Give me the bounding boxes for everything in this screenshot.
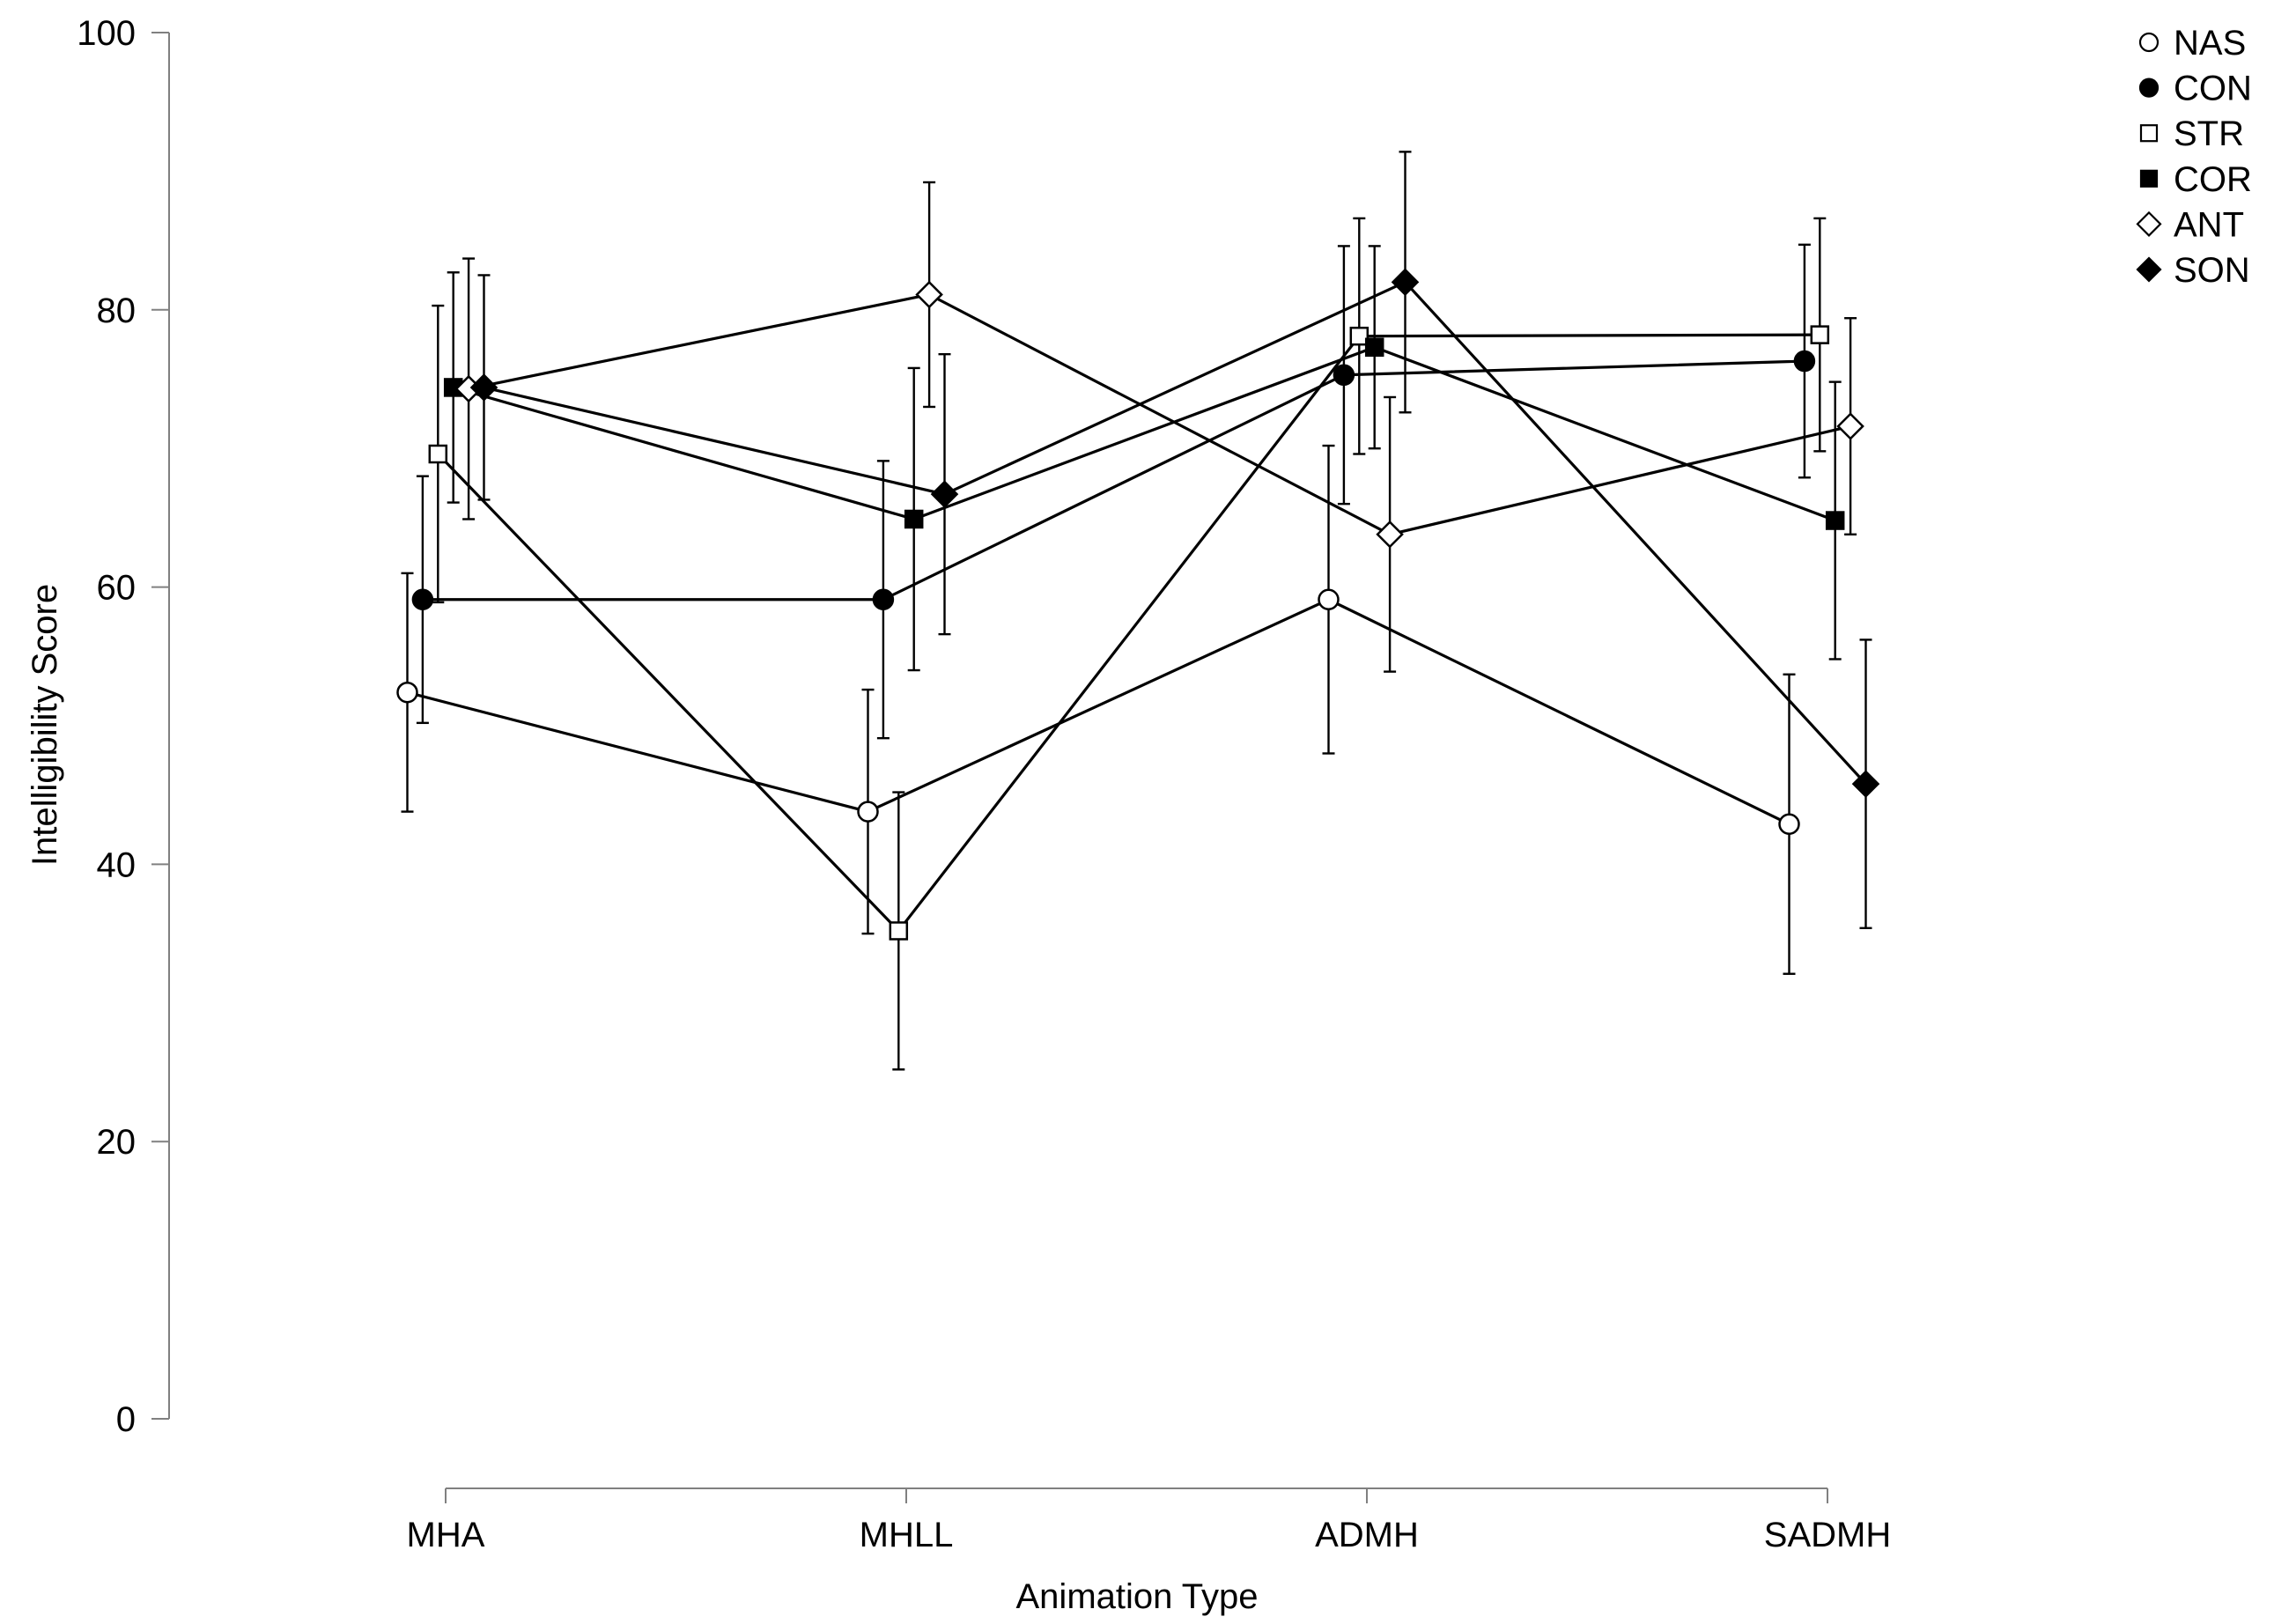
legend-item-str: STR	[2139, 114, 2244, 153]
x-tick-label-mha: MHA	[407, 1516, 485, 1554]
x-tick-label-mhll: MHLL	[860, 1516, 954, 1554]
legend: NAS CON STR COR ANT SON	[2136, 24, 2252, 290]
data-markers	[396, 268, 1880, 941]
data-point-con-mha	[411, 588, 434, 611]
series-line-ant	[468, 292, 1851, 536]
data-point-nas-mha	[396, 681, 418, 704]
legend-item-con: CON	[2138, 70, 2252, 108]
data-point-nas-sadmh	[1778, 813, 1800, 836]
data-point-str-admh	[1349, 326, 1370, 346]
data-point-nas-mhll	[857, 801, 879, 823]
legend-marker-str	[2139, 124, 2159, 143]
series-line-son	[484, 280, 1867, 786]
data-point-str-mha	[428, 444, 448, 464]
x-axis: MHA MHLL ADMH SADMH	[407, 1487, 1891, 1554]
data-point-son-sadmh	[1851, 770, 1880, 798]
legend-label: STR	[2174, 114, 2244, 153]
legend-item-cor: COR	[2139, 160, 2252, 199]
legend-marker-nas	[2138, 32, 2160, 53]
y-axis: 0 20 40 60 80 100	[77, 14, 170, 1439]
legend-item-ant: ANT	[2136, 205, 2244, 244]
x-tick-label-sadmh: SADMH	[1764, 1516, 1891, 1554]
data-point-ant-admh	[1376, 520, 1404, 549]
series-lines	[407, 280, 1867, 933]
data-point-son-admh	[1391, 268, 1420, 297]
data-point-cor-sadmh	[1825, 511, 1845, 530]
series-line-str	[437, 333, 1820, 933]
data-point-nas-admh	[1318, 588, 1340, 611]
legend-marker-con	[2138, 78, 2160, 98]
legend-label: ANT	[2174, 205, 2244, 244]
legend-marker-son	[2136, 256, 2162, 283]
legend-label: COR	[2174, 160, 2252, 199]
data-point-str-mhll	[889, 921, 909, 941]
data-point-con-admh	[1333, 364, 1355, 387]
y-axis-title: Intelligibility Score	[26, 584, 64, 866]
data-point-str-sadmh	[1810, 325, 1830, 344]
y-tick-label: 0	[116, 1400, 136, 1439]
y-tick-label: 60	[97, 569, 137, 608]
data-point-con-mhll	[872, 588, 895, 611]
data-point-con-sadmh	[1793, 350, 1816, 373]
x-axis-title: Animation Type	[1016, 1577, 1259, 1616]
x-tick-label-admh: ADMH	[1315, 1516, 1419, 1554]
legend-marker-ant	[2136, 210, 2162, 237]
legend-label: NAS	[2174, 24, 2246, 63]
data-point-cor-admh	[1364, 337, 1384, 358]
data-point-ant-mhll	[915, 280, 943, 309]
y-tick-label: 80	[97, 292, 137, 330]
legend-label: CON	[2174, 70, 2252, 108]
data-point-cor-mhll	[904, 509, 924, 529]
legend-item-son: SON	[2136, 251, 2250, 290]
data-point-son-mha	[469, 373, 498, 402]
y-tick-label: 100	[77, 14, 136, 53]
y-tick-label: 40	[97, 845, 137, 884]
y-tick-label: 20	[97, 1123, 137, 1162]
series-line-nas	[407, 598, 1790, 826]
legend-marker-cor	[2139, 169, 2159, 188]
legend-label: SON	[2174, 251, 2250, 290]
legend-item-nas: NAS	[2138, 24, 2246, 63]
series-line-cor	[453, 345, 1836, 522]
series-line-con	[422, 359, 1805, 602]
data-point-ant-sadmh	[1836, 412, 1864, 440]
data-point-son-mhll	[930, 480, 959, 508]
